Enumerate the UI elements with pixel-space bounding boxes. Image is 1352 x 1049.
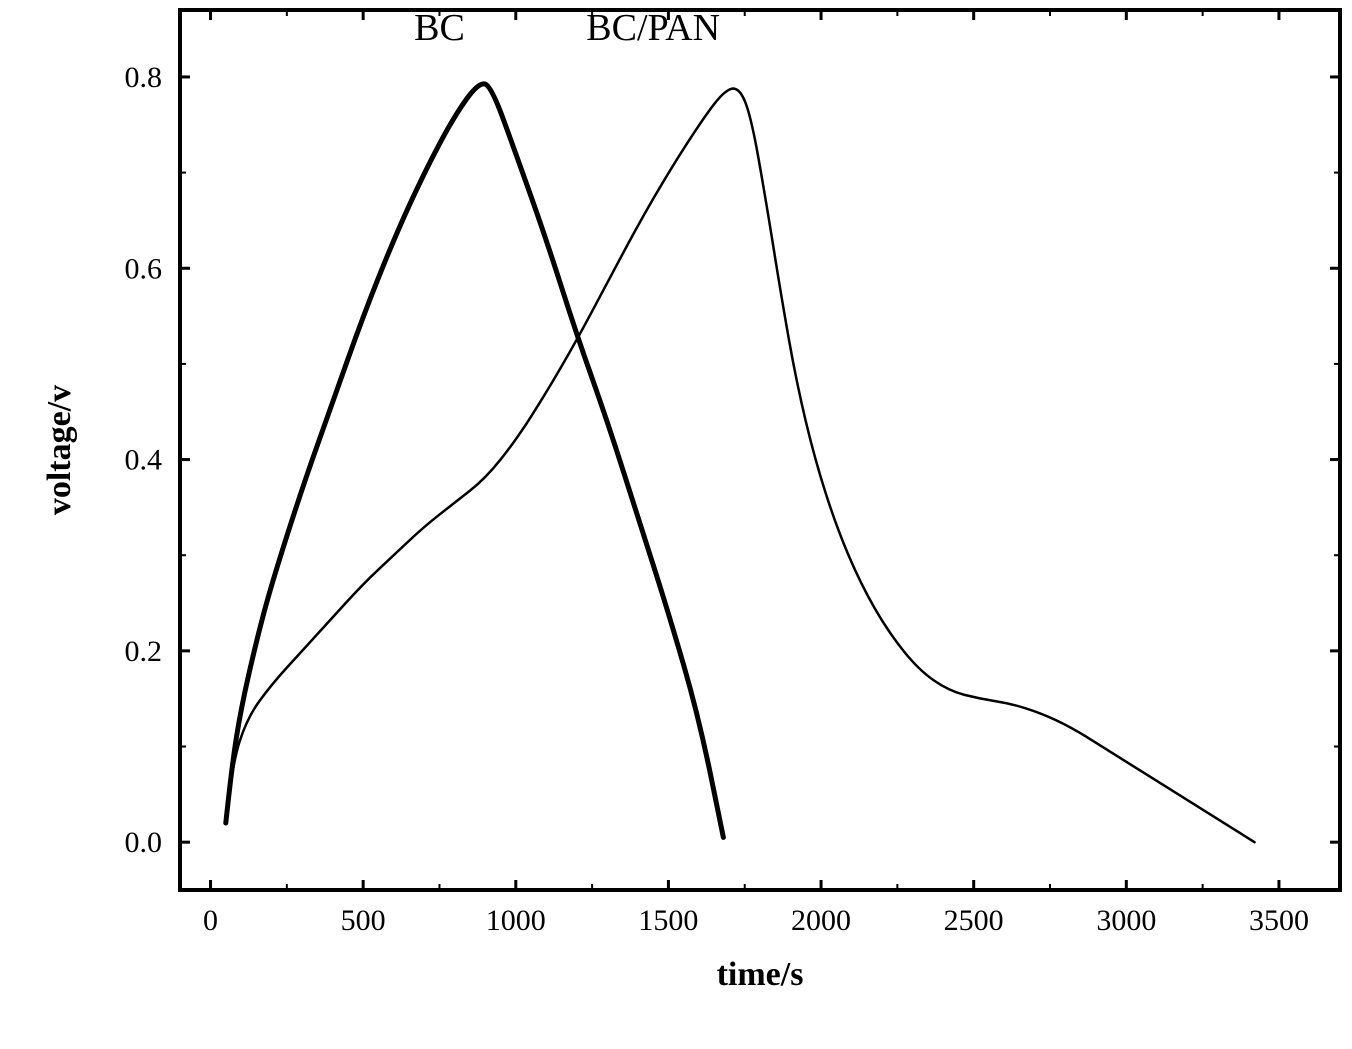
y-axis-label: voltage/v <box>41 385 78 515</box>
y-tick-label: 0.4 <box>125 444 163 477</box>
x-tick-label: 3000 <box>1096 904 1156 937</box>
y-tick-label: 0.2 <box>125 635 163 668</box>
y-tick-label: 0.8 <box>125 61 163 94</box>
x-tick-label: 500 <box>341 904 386 937</box>
x-tick-label: 0 <box>203 904 218 937</box>
x-tick-label: 1000 <box>486 904 546 937</box>
series-label-bc: BC <box>414 7 465 49</box>
x-tick-label: 2000 <box>791 904 851 937</box>
x-axis-label: time/s <box>717 956 804 993</box>
y-tick-label: 0.0 <box>125 826 163 859</box>
x-tick-label: 1500 <box>638 904 698 937</box>
x-tick-label: 3500 <box>1249 904 1309 937</box>
series-label-bc-pan: BC/PAN <box>586 7 720 49</box>
chart-container: 0 500 1000 1500 2000 2500 3000 3500 0.0 0.2 0.4 0.6… <box>0 0 1352 1049</box>
y-tick-label: 0.6 <box>125 252 163 285</box>
x-tick-label: 2500 <box>944 904 1004 937</box>
chart-svg: 0 500 1000 1500 2000 2500 3000 3500 0.0 0.2 0.4 0.6… <box>0 0 1352 1049</box>
